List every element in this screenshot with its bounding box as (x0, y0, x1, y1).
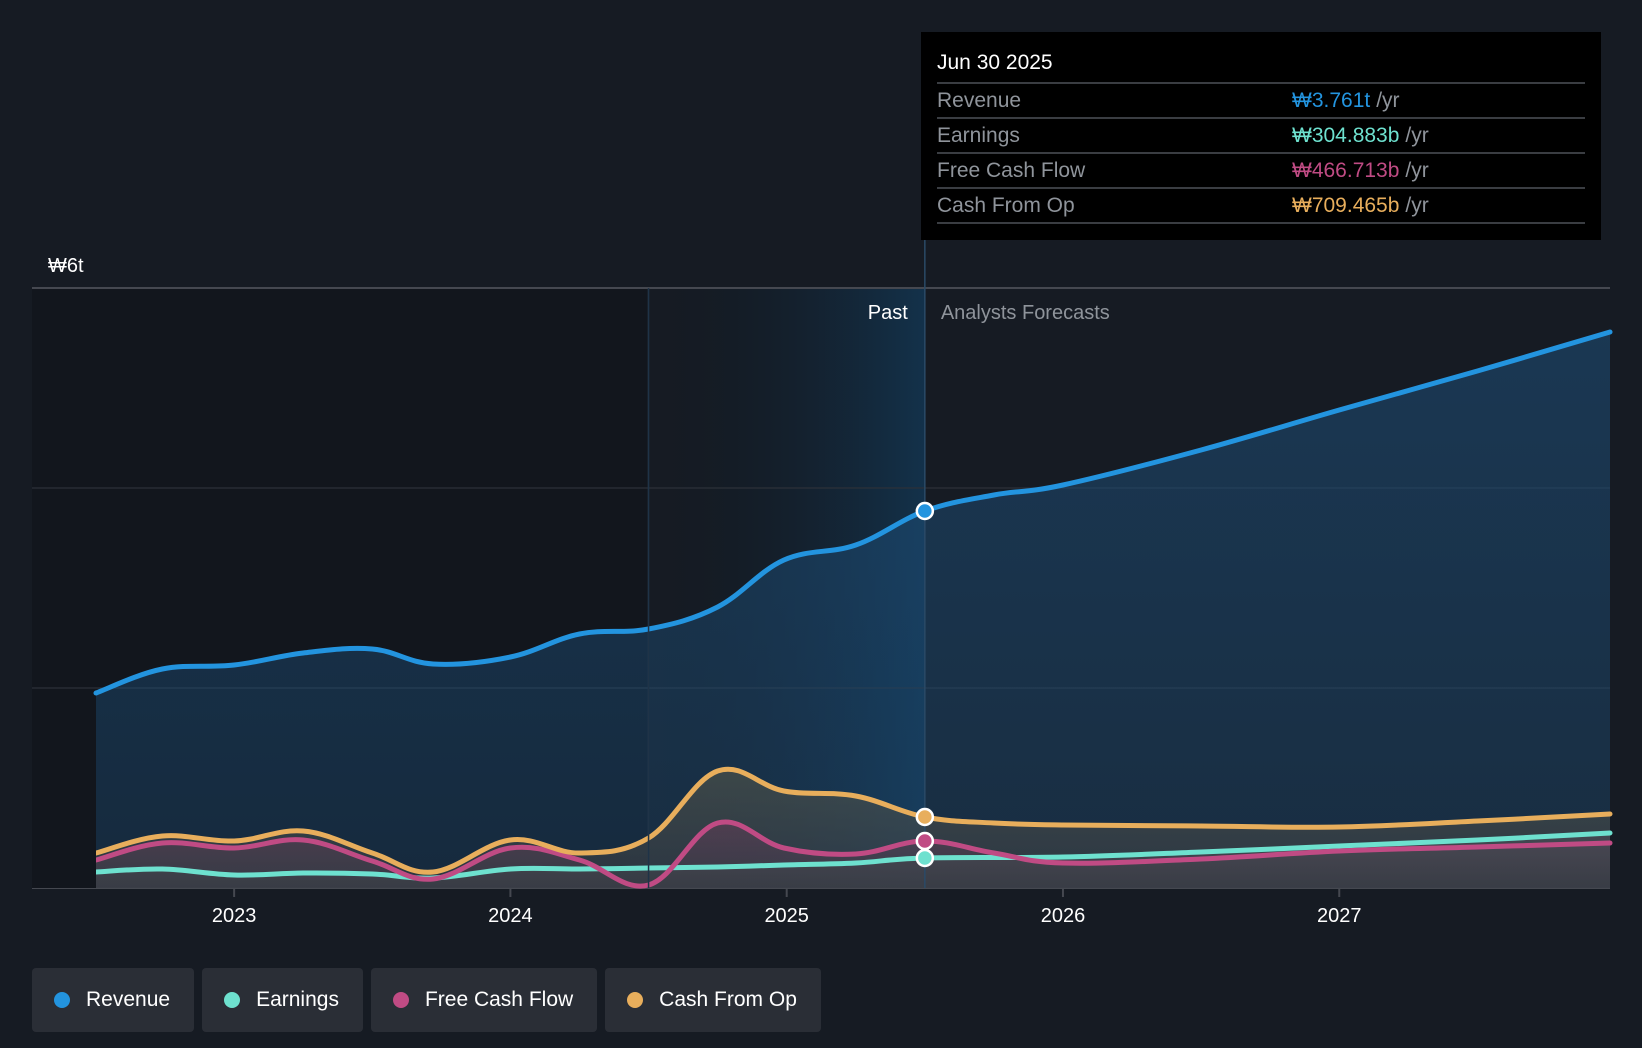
tooltip: Jun 30 2025 Revenue ₩3.761t /yr Earnings… (921, 32, 1601, 240)
marker-cfo (915, 807, 935, 827)
tooltip-unit: /yr (1405, 124, 1429, 147)
forecast-region-label: Analysts Forecasts (941, 302, 1110, 324)
legend-label: Cash From Op (659, 988, 797, 1011)
y-axis-label-max: ₩6t (48, 255, 84, 277)
tooltip-row-cash-from-op: Cash From Op ₩709.465b /yr (937, 189, 1585, 224)
tooltip-date: Jun 30 2025 (937, 48, 1585, 84)
marker-fcf (915, 831, 935, 851)
tooltip-unit: /yr (1376, 89, 1400, 112)
cash-from-op-dot-icon (627, 992, 644, 1008)
x-tick-label: 2027 (1317, 905, 1362, 927)
series-lines (93, 329, 1613, 889)
revenue-dot-icon (54, 992, 70, 1008)
free-cash-flow-dot-icon (392, 992, 409, 1008)
marker-revenue (915, 501, 935, 521)
line-cfo (93, 766, 1613, 875)
area-revenue (96, 332, 1610, 888)
line-fcf (93, 819, 1613, 889)
legend-item-cash-from-op[interactable]: Cash From Op (605, 968, 821, 1032)
legend-label: Earnings (256, 988, 339, 1011)
tooltip-value: ₩709.465b (1292, 194, 1400, 217)
tooltip-label: Earnings (937, 124, 1020, 147)
x-tick-label: 2024 (488, 905, 533, 927)
tooltip-unit: /yr (1405, 159, 1429, 182)
legend-label: Revenue (86, 988, 171, 1011)
tooltip-label: Free Cash Flow (937, 159, 1086, 182)
tooltip-unit: /yr (1405, 194, 1429, 217)
x-tick-label: 2025 (764, 905, 809, 927)
tooltip-value: ₩304.883b (1292, 124, 1400, 147)
y-label-backing (32, 828, 96, 888)
line-revenue (93, 329, 1613, 696)
earnings-dot-icon (224, 992, 241, 1008)
past-region-label: Past (868, 302, 908, 324)
marker-earnings (915, 848, 935, 868)
x-tick-label: 2026 (1041, 905, 1086, 927)
tooltip-value: ₩466.713b (1292, 159, 1400, 182)
legend-item-earnings[interactable]: Earnings (202, 968, 363, 1032)
line-earnings (93, 830, 1613, 881)
legend-label: Free Cash Flow (424, 988, 574, 1011)
tooltip-row-free-cash-flow: Free Cash Flow ₩466.713b /yr (937, 154, 1585, 189)
tooltip-row-revenue: Revenue ₩3.761t /yr (937, 84, 1585, 119)
tooltip-label: Revenue (937, 89, 1022, 112)
tooltip-value: ₩3.761t (1292, 89, 1371, 112)
x-tick-label: 2023 (212, 905, 257, 927)
legend-item-revenue[interactable]: Revenue (32, 968, 195, 1032)
legend: Revenue Earnings Free Cash Flow Cash Fro… (32, 968, 821, 1032)
tooltip-row-earnings: Earnings ₩304.883b /yr (937, 119, 1585, 154)
hover-markers (915, 501, 935, 868)
x-axis-ticks: 2023 2024 2025 2026 2027 (32, 828, 1361, 927)
tooltip-label: Cash From Op (937, 194, 1075, 217)
legend-item-free-cash-flow[interactable]: Free Cash Flow (370, 968, 598, 1032)
